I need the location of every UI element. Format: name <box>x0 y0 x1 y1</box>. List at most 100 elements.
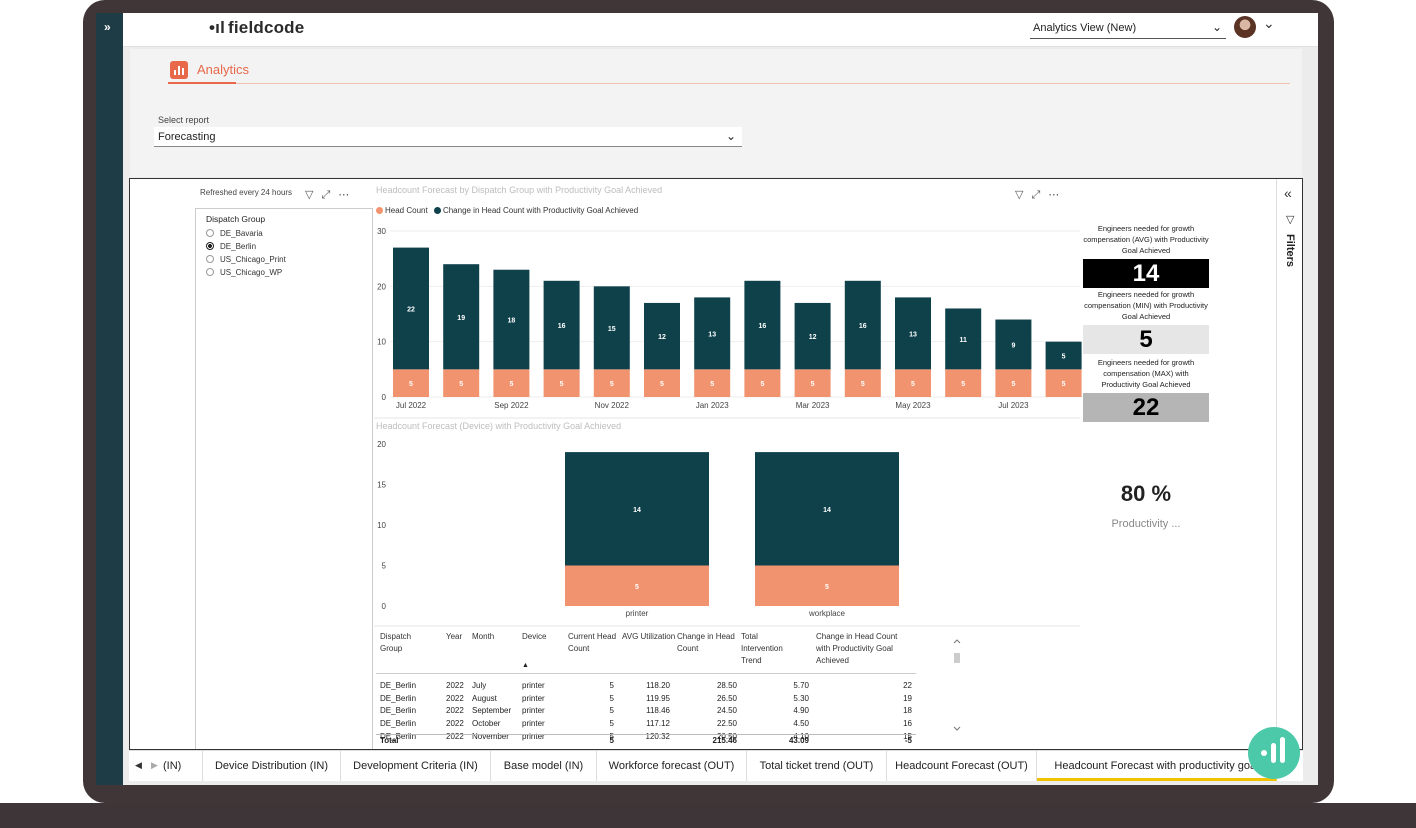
table-cell: 119.95 <box>646 693 670 703</box>
y-tick-label: 5 <box>382 562 387 571</box>
page-tab[interactable]: Device Distribution (IN) <box>203 751 341 781</box>
radio-icon <box>206 242 214 250</box>
table-cell: Total <box>380 736 399 745</box>
slicer-option[interactable]: US_Chicago_WP <box>206 268 282 277</box>
column-header[interactable]: Change in Head Count with Productivity G… <box>816 632 898 665</box>
radio-icon <box>206 268 214 276</box>
data-label: 15 <box>608 326 616 333</box>
more-options-icon[interactable]: ⋯ <box>338 189 358 201</box>
table-cell: DE_Berlin <box>380 719 417 729</box>
table-cell: 22.50 <box>716 719 737 729</box>
table-cell: 2022 <box>446 719 464 729</box>
table-header: Dispatch Group Year Month Device Current Hea… <box>376 631 956 665</box>
table-cell: 5 <box>609 736 614 745</box>
data-label: 12 <box>809 334 817 341</box>
table-cell: 20.50 <box>716 731 737 741</box>
chevron-down-icon: ⌄ <box>1211 20 1222 34</box>
bar-change-head-count <box>443 264 480 370</box>
chat-icon[interactable] <box>1248 727 1300 779</box>
filters-pane[interactable]: « ▽ Filters <box>1276 179 1302 749</box>
expand-nav-icon[interactable]: » <box>104 20 111 34</box>
data-label: 16 <box>759 323 767 330</box>
kpi-title: Engineers needed for growth compensation… <box>1097 358 1195 389</box>
device-base <box>0 803 1416 828</box>
bar-change-head-count <box>644 302 680 370</box>
column-header[interactable]: Year <box>446 632 463 641</box>
avatar[interactable] <box>1234 16 1256 38</box>
logo[interactable]: •ıl fieldcode <box>209 18 304 38</box>
page-tab[interactable]: Headcount Forecast (OUT) <box>887 751 1037 781</box>
bar-change-head-count <box>895 297 931 370</box>
bar-change-head-count <box>565 452 709 566</box>
tab-analytics[interactable]: Analytics <box>197 62 250 77</box>
table-cell: 4.50 <box>793 719 809 729</box>
column-header[interactable]: Current Head Count <box>568 632 617 653</box>
column-header[interactable]: AVG Utilization <box>622 632 676 641</box>
page-tab[interactable]: Workforce forecast (OUT) <box>597 751 747 781</box>
slicer-option[interactable]: DE_Bavaria <box>206 229 263 238</box>
view-selector[interactable]: Analytics View (New) ⌄ <box>1030 20 1226 39</box>
table-cell: 2022 <box>446 731 464 741</box>
slicer-option[interactable]: DE_Berlin <box>206 242 256 251</box>
page-tab[interactable]: Development Criteria (IN) <box>341 751 491 781</box>
filter-icon[interactable]: ▽ <box>305 189 322 201</box>
data-label: 5 <box>1062 381 1066 388</box>
y-tick-label: 30 <box>377 227 386 236</box>
prev-page-icon[interactable]: ◀ <box>135 760 142 770</box>
x-tick-label: May 2023 <box>895 401 931 410</box>
y-tick-label: 20 <box>377 282 386 291</box>
filter-icon[interactable]: ▽ <box>1015 189 1032 201</box>
slicer-option[interactable]: US_Chicago_Print <box>206 255 286 264</box>
bar-head-count <box>593 369 630 397</box>
refresh-note: Refreshed every 24 hours <box>200 188 293 197</box>
table-cell: DE_Berlin <box>380 693 417 703</box>
page-tab[interactable]: Headcount Forecast with productivity goa… <box>1037 751 1277 781</box>
x-tick-label: workplace <box>808 609 846 618</box>
page-tab[interactable]: (IN) <box>163 751 203 781</box>
bar-head-count <box>393 369 429 397</box>
next-page-icon[interactable]: ▶ <box>151 760 158 770</box>
bar-change-head-count <box>493 269 530 370</box>
more-options-icon[interactable]: ⋯ <box>1048 189 1068 201</box>
table-cell: DE_Berlin <box>380 731 417 741</box>
table-cell: printer <box>522 706 545 716</box>
column-header[interactable]: Device <box>522 632 547 641</box>
collapse-icon[interactable]: « <box>1284 185 1292 201</box>
table-row: DE_Berlin 2022 August printer 5 119.95 26.50 5.… <box>376 694 956 706</box>
y-tick-label: 0 <box>382 602 387 611</box>
table-cell: 2022 <box>446 706 464 716</box>
focus-mode-icon[interactable]: ⤢ <box>1031 189 1049 201</box>
column-header[interactable]: Month <box>472 632 495 641</box>
data-label: 12 <box>658 334 666 341</box>
page-tab[interactable]: Total ticket trend (OUT) <box>747 751 887 781</box>
table-cell: October <box>472 719 501 729</box>
page-tab[interactable]: Base model (IN) <box>491 751 597 781</box>
data-label: 5 <box>760 381 764 388</box>
analytics-icon <box>170 61 188 79</box>
table-scrollbar[interactable] <box>953 637 961 733</box>
data-label: 11 <box>959 337 967 344</box>
bar-head-count <box>443 369 480 397</box>
column-header[interactable]: Change in Head Count <box>677 632 735 653</box>
report-select[interactable]: Forecasting ⌄ <box>154 127 742 147</box>
table-cell: printer <box>522 719 545 729</box>
bar-change-head-count <box>593 286 630 370</box>
column-header[interactable]: Total Intervention Trend <box>741 632 783 665</box>
data-label: 5 <box>710 381 714 388</box>
table-cell: printer <box>522 693 545 703</box>
bar-change-head-count <box>945 308 982 370</box>
focus-mode-icon[interactable]: ⤢ <box>321 189 339 201</box>
table-total-row: Total 5 215.46 43.09 -5 <box>376 736 956 748</box>
filters-label: Filters <box>1284 234 1296 268</box>
table-cell: 4.10 <box>793 731 809 741</box>
column-header[interactable]: Dispatch Group <box>380 632 412 653</box>
data-label: 14 <box>633 507 641 514</box>
bar-head-count <box>694 369 731 397</box>
chevron-down-icon[interactable]: ⌄ <box>1263 15 1275 31</box>
data-label: 5 <box>911 381 915 388</box>
bar-head-count <box>744 369 781 397</box>
kpi-value: 14 <box>1083 259 1209 288</box>
chart-legend: Head Count Change in Head Count with Pro… <box>376 206 638 215</box>
table-cell: 2022 <box>446 681 464 690</box>
total-divider <box>376 734 916 735</box>
